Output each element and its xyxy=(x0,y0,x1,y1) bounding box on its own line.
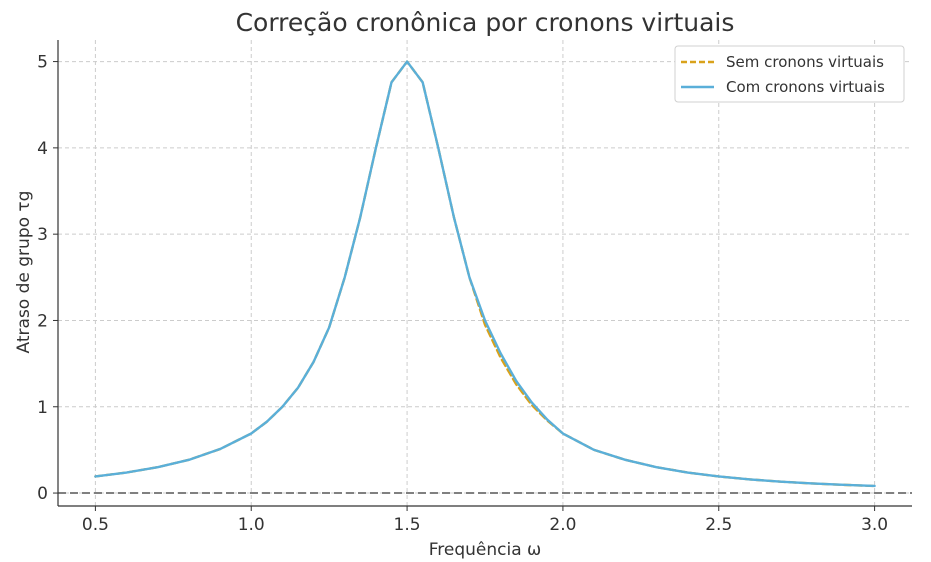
y-ticks: 0 1 2 3 4 5 xyxy=(37,53,58,504)
x-tick-label: 1.5 xyxy=(394,515,421,535)
x-tick-label: 2.5 xyxy=(705,515,732,535)
chart-title: Correção cronônica por cronons virtuais xyxy=(236,8,735,37)
legend: Sem cronons virtuais Com cronons virtuai… xyxy=(674,45,905,103)
legend-label-com-cronons: Com cronons virtuais xyxy=(726,78,885,96)
y-tick-label: 4 xyxy=(37,139,48,159)
y-tick-label: 1 xyxy=(37,398,48,418)
legend-box xyxy=(674,45,905,103)
y-tick-label: 0 xyxy=(37,484,48,504)
series-line-com-cronons xyxy=(94,60,876,488)
x-axis-label: Frequência ω xyxy=(429,540,542,560)
axes xyxy=(57,40,912,507)
y-tick-label: 2 xyxy=(37,311,48,331)
grid xyxy=(58,40,912,506)
series-group xyxy=(94,60,876,488)
y-axis-label: Atraso de grupo τg xyxy=(14,191,34,354)
x-ticks: 0.5 1.0 1.5 2.0 2.5 3.0 xyxy=(82,506,888,535)
y-tick-label: 3 xyxy=(37,225,48,245)
x-tick-label: 0.5 xyxy=(82,515,109,535)
y-tick-label: 5 xyxy=(37,53,48,73)
x-tick-label: 2.0 xyxy=(549,515,576,535)
x-tick-label: 1.0 xyxy=(238,515,265,535)
x-tick-label: 3.0 xyxy=(861,515,888,535)
legend-label-sem-cronons: Sem cronons virtuais xyxy=(726,53,884,71)
